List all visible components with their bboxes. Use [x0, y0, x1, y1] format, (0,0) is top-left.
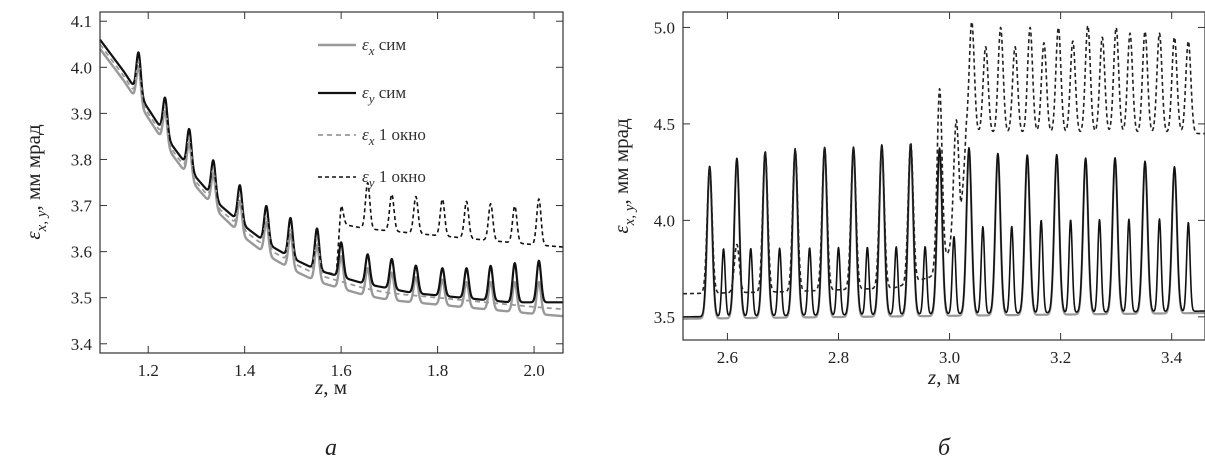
- plot-area-a: [99, 38, 564, 318]
- y-axis-label-a: εx, y, мм мрад: [21, 124, 50, 240]
- legend-a: εx сим εy сим εx 1 окно εy 1 окно: [318, 35, 426, 190]
- y-tick-label-b-2: 4.5: [654, 115, 675, 134]
- y-tick-label-a-2: 3.6: [71, 243, 92, 262]
- y-tick-label-a-1: 3.5: [71, 289, 92, 308]
- x-tick-label-a-0: 1.2: [138, 361, 159, 380]
- x-tick-label-b-1: 2.8: [828, 348, 849, 367]
- x-tick-label-a-3: 1.8: [427, 361, 448, 380]
- y-axis-label-b: εx, y, мм мрад: [609, 118, 638, 234]
- x-tick-label-a-2: 1.6: [331, 361, 352, 380]
- plot-frame-a: [99, 11, 564, 354]
- legend-label-ex-sim: εx сим: [362, 35, 406, 58]
- y-tick-label-a-7: 4.1: [71, 12, 92, 31]
- ticks-b: 2.6 2.8 3.0 3.2 3.4 3.5 4.0 4.5 5.0: [654, 12, 1205, 367]
- x-tick-label-a-1: 1.4: [234, 361, 256, 380]
- y-tick-label-a-3: 3.7: [71, 197, 93, 216]
- plot-frame-b: [682, 11, 1205, 341]
- series-line-a-0: [99, 48, 564, 318]
- panel-label-b: б: [938, 435, 951, 461]
- y-tick-label-a-0: 3.4: [71, 335, 93, 354]
- legend-label-ex-window: εx 1 окно: [362, 125, 426, 148]
- plot-area-b: [682, 21, 1205, 320]
- ticks-a: 1.2 1.4 1.6 1.8 2.0 3.4 3.5 3.6 3.7 3.8 3.9 4.0 4.1: [71, 12, 563, 380]
- x-tick-label-b-2: 3.0: [939, 348, 960, 367]
- series-line-a-1: [99, 38, 564, 304]
- panel-label-a: а: [325, 435, 337, 461]
- series-line-b-1: [682, 143, 1205, 318]
- x-tick-label-a-4: 2.0: [523, 361, 544, 380]
- panel-a: 1.2 1.4 1.6 1.8 2.03.43.53.63.73.83.94.04.1 …: [21, 11, 564, 461]
- panel-b: 2.6 2.8 3.0 3.2 3.4 3.5 4.0 4.5 5.0 z, м εx, y, …: [609, 11, 1205, 461]
- y-tick-label-b-0: 3.5: [654, 308, 675, 327]
- x-tick-label-b-4: 3.4: [1161, 348, 1183, 367]
- y-tick-label-b-1: 4.0: [654, 211, 675, 230]
- x-axis-label-a: z, м: [314, 375, 347, 399]
- x-axis-label-b: z, м: [927, 365, 960, 389]
- legend-label-ey-window: εy 1 окно: [362, 167, 426, 190]
- legend-label-ey-sim: εy сим: [362, 83, 406, 106]
- x-tick-label-b-3: 3.2: [1050, 348, 1071, 367]
- series-line-a-2: [99, 43, 564, 311]
- y-tick-label-a-4: 3.8: [71, 150, 92, 169]
- y-tick-label-a-6: 4.0: [71, 58, 92, 77]
- y-tick-label-a-5: 3.9: [71, 104, 92, 123]
- y-tick-label-b-3: 5.0: [654, 18, 675, 37]
- series-line-a-3: [99, 39, 564, 275]
- x-tick-label-b-0: 2.6: [717, 348, 738, 367]
